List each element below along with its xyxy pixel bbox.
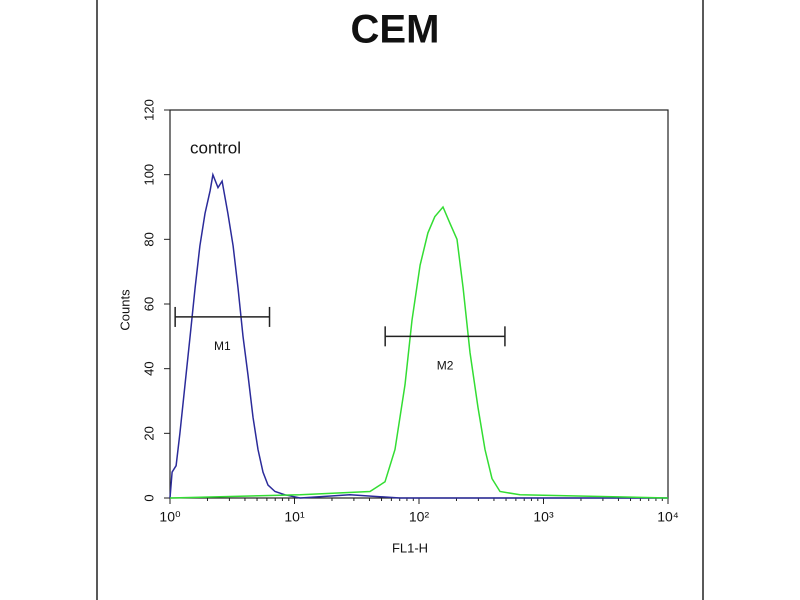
y-tick-label: 100 (141, 164, 156, 186)
marker-label: M1 (214, 339, 231, 353)
chart-title: CEM (351, 8, 440, 52)
series-line (169, 171, 668, 499)
x-axis-label: FL1-H (392, 540, 428, 555)
x-tick-label: 10³ (533, 509, 554, 525)
y-tick-label: 20 (141, 426, 156, 440)
x-tick-label: 10⁰ (159, 509, 181, 525)
y-tick-label: 60 (141, 297, 156, 311)
y-tick-label: 40 (141, 361, 156, 375)
x-tick-label: 10¹ (284, 509, 305, 525)
y-axis-label: Counts (117, 289, 132, 331)
y-tick-label: 120 (141, 99, 156, 121)
y-tick-label: 80 (141, 232, 156, 246)
series-line (169, 205, 669, 499)
y-tick-label: 0 (141, 494, 156, 501)
marker-label: M2 (437, 359, 454, 373)
annotation: control (190, 138, 241, 157)
x-tick-label: 10⁴ (657, 509, 679, 525)
panel (96, 0, 704, 600)
x-tick-label: 10² (409, 509, 430, 525)
